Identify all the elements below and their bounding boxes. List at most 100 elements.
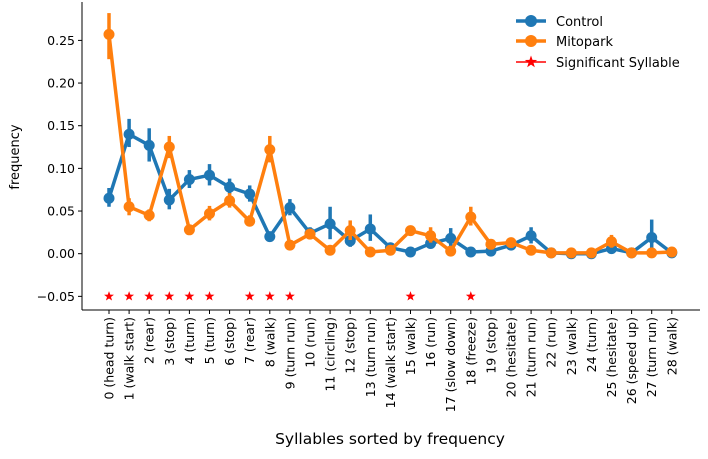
data-point-control	[224, 181, 236, 193]
y-tick-label: 0.00	[47, 246, 75, 261]
data-point-mitopark	[666, 246, 678, 258]
x-tick-label: 5 (turn)	[202, 317, 217, 364]
legend-significant-label: Significant Syllable	[556, 56, 680, 71]
data-point-mitopark	[264, 144, 276, 156]
data-point-control	[405, 246, 416, 258]
data-point-mitopark	[163, 141, 175, 153]
data-point-control	[445, 232, 457, 244]
data-point-mitopark	[545, 247, 557, 259]
x-tick-label: 17 (slow down)	[443, 317, 458, 412]
data-point-control	[264, 231, 276, 243]
data-point-mitopark	[445, 245, 457, 257]
legend-star-icon	[524, 55, 538, 68]
legend-mitopark-marker	[525, 35, 537, 47]
significant-star	[104, 291, 114, 301]
significant-star	[244, 291, 255, 301]
data-point-mitopark	[204, 208, 215, 220]
data-point-mitopark	[585, 247, 597, 259]
data-point-control	[425, 237, 437, 249]
x-tick-label: 18 (freeze)	[463, 317, 478, 386]
y-tick-label: 0.25	[47, 33, 75, 48]
y-tick-label: −0.05	[37, 289, 75, 304]
significant-star	[164, 291, 175, 301]
significant-star	[124, 291, 135, 301]
y-axis-label: frequency	[8, 124, 23, 190]
data-point-mitopark	[465, 211, 477, 223]
data-point-mitopark	[606, 236, 617, 248]
x-tick-label: 25 (hesitate)	[604, 317, 619, 397]
x-tick-label: 0 (head turn)	[102, 317, 117, 400]
data-point-mitopark	[525, 244, 537, 256]
data-point-mitopark	[284, 239, 296, 251]
legend-control-label: Control	[556, 15, 603, 30]
significant-star	[204, 291, 215, 301]
x-axis-label: Syllables sorted by frequency	[275, 430, 505, 448]
x-tick-label: 13 (turn run)	[363, 317, 378, 397]
x-tick-label: 9 (turn run)	[282, 317, 297, 389]
significant-star	[284, 291, 295, 301]
x-tick-label: 22 (run)	[544, 317, 559, 368]
data-point-mitopark	[384, 244, 396, 256]
y-tick-label: 0.10	[47, 161, 75, 176]
data-point-control	[123, 128, 135, 140]
x-tick-label: 10 (run)	[303, 317, 318, 368]
x-tick-label: 2 (rear)	[142, 317, 157, 364]
significant-star	[465, 291, 476, 301]
data-point-mitopark	[485, 238, 497, 250]
series-mitopark	[103, 13, 678, 259]
x-tick-label: 11 (circling)	[323, 317, 338, 392]
x-tick-label: 12 (stop)	[343, 317, 358, 374]
data-point-mitopark	[224, 195, 236, 207]
x-tick-label: 27 (turn run)	[644, 317, 659, 397]
data-point-control	[324, 218, 336, 230]
x-tick-label: 20 (hesitate)	[504, 317, 519, 397]
x-tick-label: 4 (turn)	[182, 317, 197, 364]
series-layer	[103, 13, 678, 260]
data-point-mitopark	[304, 228, 316, 240]
x-tick-label: 28 (walk)	[664, 317, 679, 375]
axes	[81, 2, 700, 311]
x-tick-label: 21 (turn run)	[524, 317, 539, 397]
data-point-control	[163, 194, 175, 206]
data-point-control	[284, 202, 296, 214]
data-point-mitopark	[565, 247, 577, 259]
significant-star	[405, 291, 416, 301]
x-tick-label: 6 (stop)	[222, 317, 237, 366]
data-point-control	[244, 188, 256, 200]
x-tick-label: 3 (stop)	[162, 317, 177, 366]
legend-control-marker	[525, 15, 537, 27]
data-point-control	[364, 223, 376, 235]
x-tick-label: 7 (rear)	[242, 317, 257, 364]
data-point-mitopark	[344, 225, 356, 237]
x-tick-label: 8 (walk)	[262, 317, 277, 367]
data-point-control	[204, 169, 215, 181]
data-point-mitopark	[646, 247, 658, 259]
x-tick-label: 14 (walk start)	[383, 317, 398, 408]
x-tick-label: 16 (run)	[423, 317, 438, 368]
significant-star	[184, 291, 195, 301]
data-point-control	[103, 192, 115, 204]
data-point-control	[465, 246, 477, 258]
data-point-mitopark	[123, 201, 135, 213]
y-tick-label: 0.20	[47, 76, 75, 91]
data-point-mitopark	[626, 247, 638, 259]
significant-star	[144, 291, 155, 301]
data-point-mitopark	[103, 28, 115, 40]
series-control	[103, 118, 678, 260]
legend: Control Mitopark Significant Syllable	[516, 15, 680, 71]
data-point-control	[525, 230, 537, 242]
data-point-mitopark	[425, 230, 437, 242]
data-point-mitopark	[183, 224, 195, 236]
series-line-control	[107, 132, 674, 256]
data-point-control	[143, 139, 155, 151]
legend-mitopark-label: Mitopark	[556, 35, 613, 50]
data-point-mitopark	[505, 237, 517, 249]
data-point-mitopark	[244, 215, 256, 227]
x-tick-label: 24 (turn)	[584, 317, 599, 372]
x-tick-label: 15 (walk)	[403, 317, 418, 375]
x-tick-label: 1 (walk start)	[122, 317, 137, 400]
x-tick-label: 19 (stop)	[483, 317, 498, 374]
significance-markers	[104, 291, 476, 301]
data-point-control	[344, 235, 356, 247]
data-point-mitopark	[143, 209, 155, 221]
